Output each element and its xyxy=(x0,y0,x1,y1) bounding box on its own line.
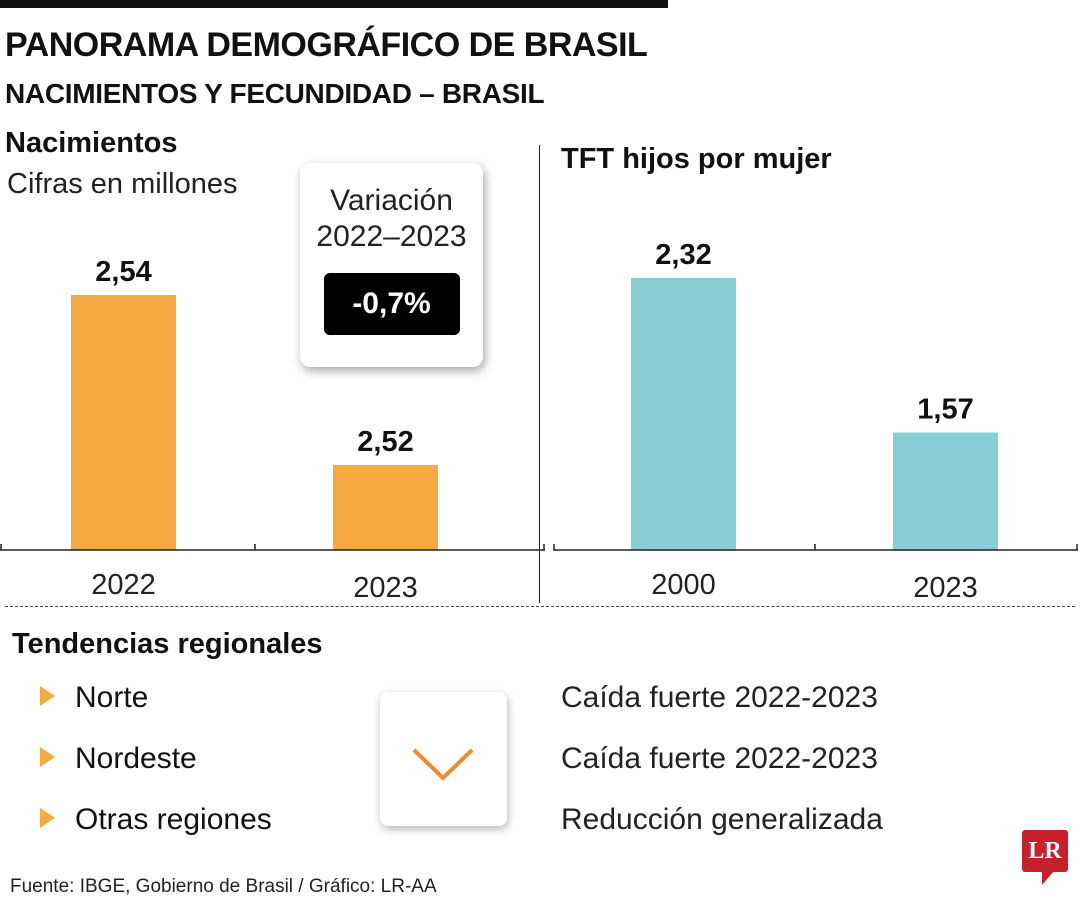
top-rule xyxy=(0,0,668,8)
data-label: 2,32 xyxy=(655,239,711,271)
lr-logo: LR xyxy=(1022,830,1068,872)
region-name: Otras regiones xyxy=(75,803,272,836)
region-name: Nordeste xyxy=(75,742,197,775)
x-tick-label: 2000 xyxy=(651,569,716,601)
source-note: Fuente: IBGE, Gobierno de Brasil / Gráfi… xyxy=(10,876,437,897)
births-chart-title: Nacimientos xyxy=(5,127,178,159)
lr-logo-tail xyxy=(1042,871,1054,885)
region-name: Norte xyxy=(75,681,149,714)
region-trend: Caída fuerte 2022-2023 xyxy=(561,681,878,714)
region-trend: Caída fuerte 2022-2023 xyxy=(561,742,878,775)
variation-label-line2: 2022–2023 xyxy=(316,220,467,253)
region-item: Otras regiones xyxy=(40,803,272,837)
variation-label: Variación 2022–2023 xyxy=(300,183,483,255)
variation-value-badge: -0,7% xyxy=(323,273,460,335)
region-item: Norte xyxy=(40,681,148,715)
bar-charts: 2,54 2022 2,52 2023 2,32 2000 1,57 2023 xyxy=(0,239,1078,604)
chevron-down-icon xyxy=(412,748,474,781)
trend-card xyxy=(380,692,507,826)
bar xyxy=(71,295,176,550)
triangle-bullet-icon xyxy=(40,686,55,707)
page-subtitle: NACIMIENTOS Y FECUNDIDAD – BRASIL xyxy=(5,78,545,109)
x-tick-label: 2023 xyxy=(353,572,418,604)
x-tick-label: 2022 xyxy=(91,569,156,601)
bar xyxy=(631,278,736,550)
fertility-chart-title: TFT hijos por mujer xyxy=(561,143,832,175)
page-title: PANORAMA DEMOGRÁFICO DE BRASIL xyxy=(5,26,648,64)
regional-title: Tendencias regionales xyxy=(12,628,323,660)
section-divider xyxy=(5,606,1075,607)
bar xyxy=(893,432,998,550)
triangle-bullet-icon xyxy=(40,808,55,829)
region-item: Nordeste xyxy=(40,742,197,776)
chart-divider xyxy=(539,145,540,603)
births-chart-subtitle: Cifras en millones xyxy=(7,168,238,200)
bar xyxy=(333,465,438,550)
region-trend: Reducción generalizada xyxy=(561,803,883,836)
data-label: 2,52 xyxy=(357,426,413,458)
variation-label-line1: Variación xyxy=(330,184,453,217)
triangle-bullet-icon xyxy=(40,747,55,768)
x-tick-label: 2023 xyxy=(913,572,978,604)
data-label: 1,57 xyxy=(917,394,973,426)
variation-card: Variación 2022–2023 -0,7% xyxy=(300,163,483,367)
data-label: 2,54 xyxy=(95,256,151,288)
